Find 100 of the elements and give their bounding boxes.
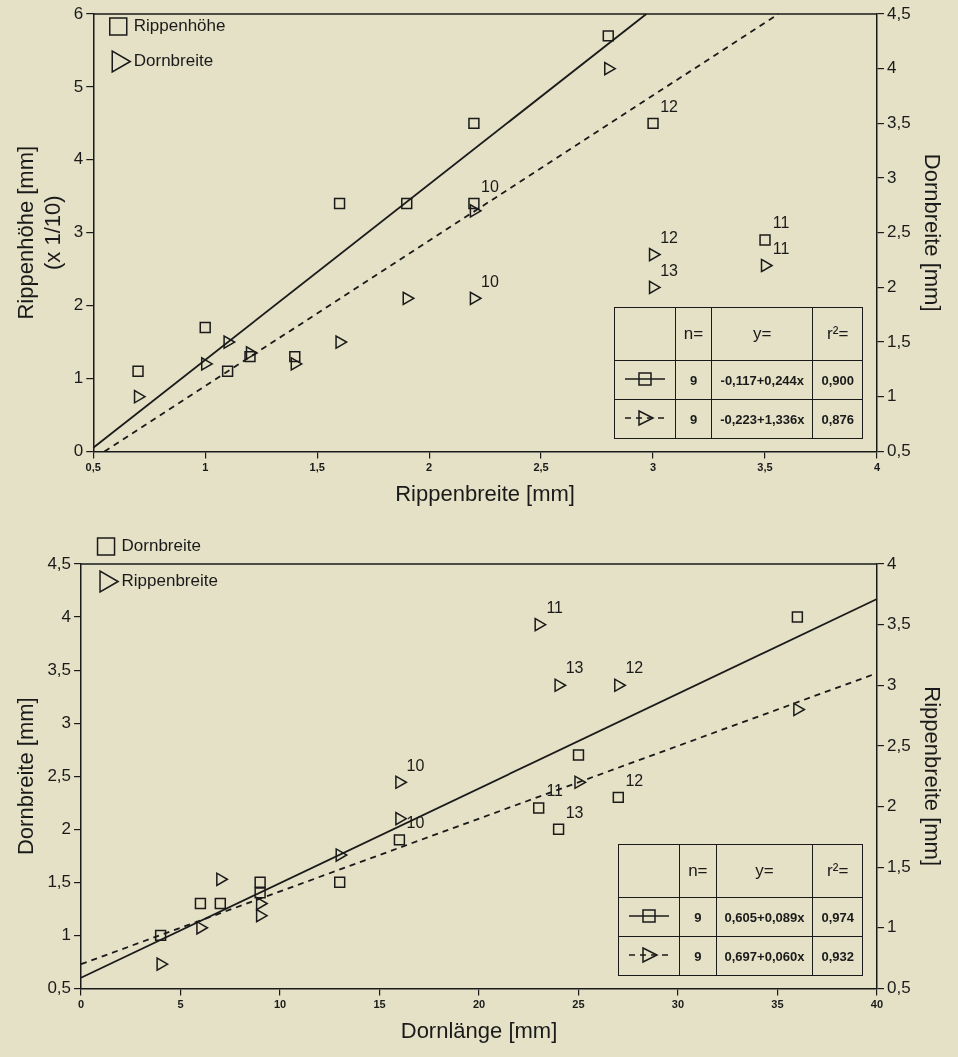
y-tick-label: 3 [61, 712, 72, 732]
point [133, 389, 146, 404]
y-tick-label: 1,5 [47, 871, 72, 891]
annotation: 9 [679, 897, 717, 937]
annotation: 0,974 [812, 897, 863, 937]
y-tick-label: 4,5 [47, 553, 72, 573]
legend-label: Dornbreite [133, 51, 214, 71]
y2-tick-label: 3 [886, 674, 897, 694]
annotation: n= [675, 307, 712, 361]
annotation: 13 [565, 803, 584, 821]
y2-tick-label: 2 [886, 796, 897, 816]
y2-tick-label: 3 [886, 167, 897, 187]
y2-tick-label: 4 [886, 553, 897, 573]
point [534, 617, 547, 632]
x-tick-label: 30 [671, 998, 685, 1011]
x-tick-label: 4 [873, 461, 881, 474]
point [572, 749, 585, 761]
point [194, 897, 207, 910]
y2-tick-label: 4,5 [886, 3, 911, 23]
y2-tick-label: 2 [886, 277, 897, 297]
annotation: 10 [406, 756, 425, 774]
point [469, 291, 482, 306]
y2-tick-label: 3,5 [886, 614, 911, 634]
point [612, 791, 624, 804]
point [154, 929, 167, 942]
y-tick-label: 2 [73, 295, 84, 315]
y2-tick-label: 0,5 [886, 441, 911, 461]
annotation: r²= [812, 844, 863, 898]
y-axis-title: Rippenhöhe [mm] (x 1/10) [13, 145, 65, 320]
point [200, 357, 213, 371]
point [760, 258, 773, 273]
point [333, 197, 346, 210]
x-axis-title: Rippenbreite [mm] [395, 480, 575, 506]
y-tick-label: 6 [73, 3, 84, 23]
point [244, 350, 256, 363]
annotation: 9 [679, 936, 717, 976]
point [614, 678, 627, 693]
y2-tick-label: 2,5 [886, 735, 911, 755]
point [791, 611, 804, 623]
annotation: 13 [565, 659, 584, 677]
annotation: 11 [546, 598, 564, 616]
point [223, 335, 236, 349]
y2-tick-label: 1 [886, 917, 897, 937]
annotation: 10 [481, 177, 499, 195]
point [604, 61, 617, 76]
point [254, 876, 266, 888]
y-tick-label: 1 [61, 925, 72, 945]
annotation: n= [679, 844, 717, 898]
point [602, 30, 614, 42]
x-tick-label: 2 [426, 461, 433, 474]
y2-tick-label: 0,5 [886, 978, 911, 998]
x-tick-label: 1,5 [309, 461, 325, 474]
point [552, 823, 565, 835]
y2-axis-title: Rippenbreite [mm] [919, 686, 945, 867]
x-tick-label: 35 [771, 998, 784, 1011]
y-tick-label: 4 [61, 606, 72, 626]
point [335, 335, 348, 349]
annotation: y= [716, 844, 813, 898]
x-tick-label: 20 [472, 998, 486, 1011]
annotation: 12 [625, 659, 644, 677]
point [401, 197, 413, 210]
annotation: 13 [660, 261, 679, 279]
y-tick-label: 3 [73, 222, 84, 242]
y-tick-label: 0,5 [47, 978, 72, 998]
x-tick-label: 15 [373, 998, 386, 1011]
x-tick-label: 40 [870, 998, 884, 1011]
annotation: -0,117+0,244x [711, 360, 813, 400]
point [132, 365, 144, 377]
point [245, 346, 258, 360]
annotation: 12 [625, 771, 644, 789]
annotation: 9 [675, 360, 712, 400]
point [214, 897, 227, 910]
point [221, 365, 234, 377]
legend-label: Dornbreite [121, 536, 201, 556]
point [334, 876, 346, 888]
point [156, 957, 169, 971]
annotation: 0,876 [812, 399, 863, 439]
point [255, 908, 268, 923]
point [469, 204, 482, 218]
annotation: 0,900 [812, 360, 863, 400]
legend-label: Rippenbreite [121, 571, 218, 591]
point [647, 117, 659, 130]
y2-tick-label: 3,5 [886, 113, 911, 133]
point [554, 678, 567, 693]
y-tick-label: 1 [73, 368, 84, 388]
x-tick-label: 0,5 [85, 461, 101, 474]
y2-tick-label: 1,5 [886, 856, 911, 876]
y-tick-label: 5 [73, 76, 84, 96]
annotation: 12 [660, 97, 679, 115]
y2-tick-label: 1,5 [886, 331, 911, 351]
annotation: r²= [812, 307, 863, 361]
point [468, 117, 480, 130]
legend-label: Rippenhöhe [133, 16, 226, 36]
point [335, 848, 348, 862]
point [468, 197, 480, 210]
y-tick-label: 2,5 [47, 765, 72, 785]
y2-tick-label: 4 [886, 58, 897, 78]
point [793, 702, 806, 717]
point [393, 834, 406, 846]
x-axis-title: Dornlänge [mm] [400, 1017, 558, 1043]
